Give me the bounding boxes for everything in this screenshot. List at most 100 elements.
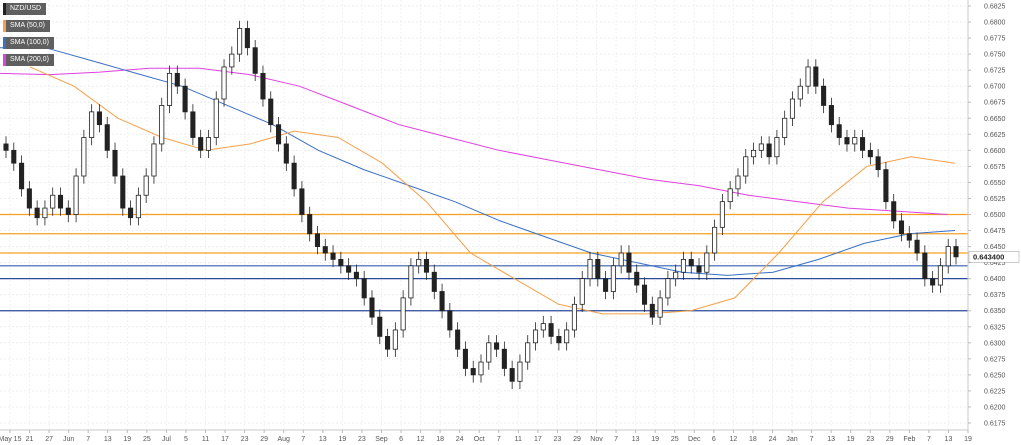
x-tick-label: 19 [338, 436, 346, 443]
candle-down [447, 310, 453, 331]
candle-up [719, 201, 725, 228]
candle-down [299, 188, 305, 215]
candle-down [120, 175, 126, 209]
candle-up [143, 175, 149, 196]
candlesticks [3, 20, 959, 389]
candle-down [494, 342, 500, 350]
sma100-line [0, 47, 956, 276]
candle-up [42, 207, 48, 219]
candle-up [135, 194, 141, 219]
candle-down [338, 259, 344, 267]
x-tick-label: Nov [590, 436, 603, 443]
x-tick-label: 5 [184, 436, 188, 443]
candle-down [322, 246, 328, 254]
x-tick-label: 19 [964, 436, 972, 443]
x-tick-label: 6 [399, 436, 403, 443]
x-tick-label: 13 [104, 436, 112, 443]
candle-up [610, 265, 616, 292]
y-tick-label: 0.6225 [984, 388, 1006, 395]
x-tick-label: 13 [319, 436, 327, 443]
candle-down [696, 265, 702, 273]
x-tick-label: 29 [573, 436, 581, 443]
candle-down [891, 201, 897, 222]
candle-up [525, 342, 531, 363]
candle-down [19, 162, 25, 190]
candle-down [836, 124, 842, 138]
y-tick-label: 0.6725 [984, 68, 1006, 75]
x-tick-label: 7 [301, 436, 305, 443]
candle-down [548, 323, 554, 337]
candle-down [198, 137, 204, 151]
y-tick-label: 0.6350 [984, 308, 1006, 315]
candle-down [423, 259, 430, 273]
candle-up [579, 278, 585, 305]
candle-down [898, 220, 905, 235]
candle-up [81, 137, 87, 177]
x-tick-label: 7 [614, 436, 618, 443]
x-tick-label: Oct [474, 436, 485, 443]
candle-up [540, 323, 546, 331]
candle-down [649, 303, 655, 318]
x-tick-label: 24 [456, 436, 464, 443]
candle-down [307, 214, 313, 235]
x-tick-label: May 15 [0, 436, 22, 443]
x-axis-ticks: May 15 21 27 Jun 7 13 19 25 Jul 5 11 17 23 29 Aug 7 13 19… [0, 430, 972, 443]
price-tag-label: 0.643400 [973, 252, 1004, 261]
candle-up [517, 361, 523, 382]
y-axis-ticks: 0.6825 0.6800 0.6775 0.6750 0.6725 0.6700 0.66… [968, 4, 1006, 428]
candle-up [416, 259, 422, 267]
x-tick-label: 19 [847, 436, 855, 443]
y-tick-label: 0.6325 [984, 324, 1006, 331]
legend-label: NZD/USD [6, 3, 47, 15]
legend-swatch [3, 3, 6, 15]
y-tick-label: 0.6425 [984, 260, 1006, 267]
legend-item-sma50[interactable]: SMA (50,0) [3, 20, 54, 32]
legend-item-sma100[interactable]: SMA (100,0) [3, 37, 54, 49]
y-tick-label: 0.6500 [984, 212, 1006, 219]
candle-down [556, 335, 562, 344]
candle-down [875, 156, 881, 170]
candle-down [252, 47, 258, 74]
x-tick-label: 23 [241, 436, 249, 443]
legend-item-sma200[interactable]: SMA (200,0) [3, 54, 54, 66]
candle-down [509, 368, 515, 382]
x-tick-label: Aug [277, 436, 290, 443]
candle-down [626, 252, 632, 273]
candle-up [852, 137, 858, 145]
sma200-line [0, 67, 949, 215]
x-tick-label: 29 [260, 436, 268, 443]
candle-down [275, 124, 282, 145]
candle-down [860, 137, 866, 151]
x-tick-label: Dec [688, 436, 701, 443]
candle-up [151, 143, 157, 177]
x-tick-label: 7 [927, 436, 931, 443]
x-tick-label: Feb [903, 436, 915, 443]
x-tick-label: 23 [554, 436, 562, 443]
x-tick-label: 13 [945, 436, 953, 443]
y-tick-label: 0.6575 [984, 164, 1006, 171]
y-tick-label: 0.6475 [984, 228, 1006, 235]
x-tick-label: 17 [221, 436, 229, 443]
candle-down [385, 335, 391, 350]
candle-down [634, 271, 640, 286]
x-tick-label: 12 [417, 436, 425, 443]
candle-up [797, 85, 803, 100]
x-tick-label: 23 [358, 436, 366, 443]
candle-down [688, 259, 694, 267]
x-tick-label: 12 [729, 436, 737, 443]
y-tick-label: 0.6250 [984, 372, 1006, 379]
candle-down [346, 265, 352, 273]
y-tick-label: 0.6400 [984, 276, 1006, 283]
candle-up [486, 342, 492, 363]
candle-down [641, 284, 648, 305]
y-tick-label: 0.6625 [984, 132, 1006, 139]
legend-swatch [3, 20, 6, 32]
legend-item-nzdusd[interactable]: NZD/USD [3, 3, 54, 15]
candle-down [190, 111, 196, 138]
x-tick-label: 17 [534, 436, 542, 443]
candle-up [758, 143, 764, 151]
y-tick-label: 0.6375 [984, 292, 1006, 299]
x-tick-label: 13 [827, 436, 835, 443]
candle-up [571, 303, 577, 331]
